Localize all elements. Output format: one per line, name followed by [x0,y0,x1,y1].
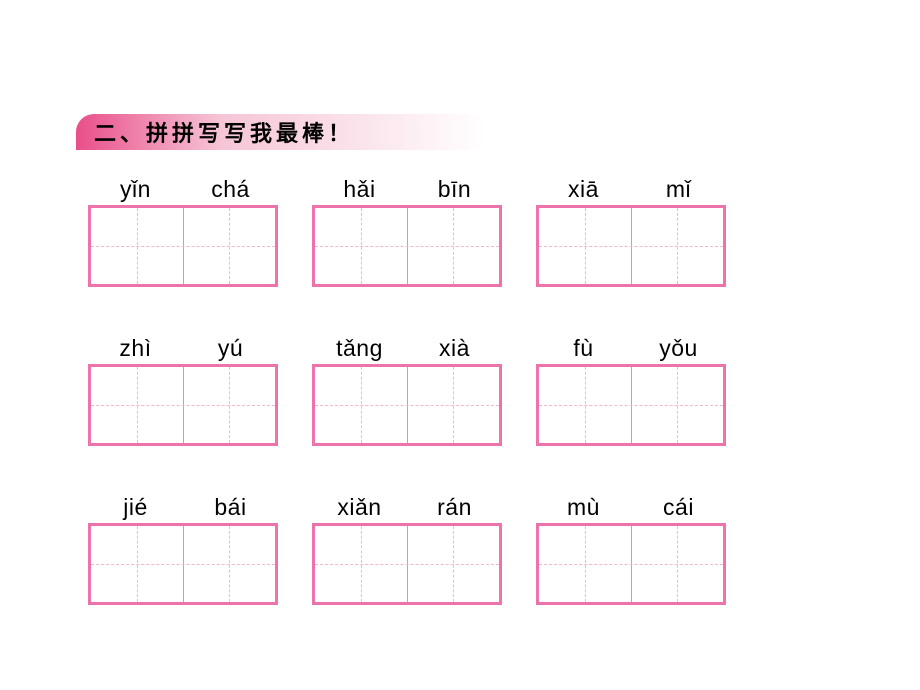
labels: xiā mǐ [536,176,726,203]
guide-v-q1 [137,367,138,443]
guide-v-q1 [585,208,586,284]
pinyin-right: mǐ [631,176,726,203]
guide-v-q1 [361,367,362,443]
guide-v-q3 [677,367,678,443]
labels: tǎng xià [312,335,502,362]
header-bar: 二、拼拼写写我最棒！ [76,114,486,150]
pinyin-right: xià [407,335,502,362]
pinyin-left: hǎi [312,176,407,203]
pinyin-right: chá [183,176,278,203]
item-0-1: hǎi bīn [312,176,502,287]
writing-box [312,523,502,605]
pinyin-left: xiā [536,176,631,203]
row-0: yǐn chá hǎi bīn [88,176,728,287]
labels: jié bái [88,494,278,521]
writing-box [312,205,502,287]
writing-box [312,364,502,446]
guide-h-mid [539,564,723,565]
row-2: jié bái xiǎn rán [88,494,728,605]
guide-v-q3 [229,208,230,284]
pinyin-left: zhì [88,335,183,362]
row-1: zhì yú tǎng xià [88,335,728,446]
practice-grid: yǐn chá hǎi bīn [88,176,728,605]
guide-v-q1 [137,208,138,284]
pinyin-left: xiǎn [312,494,407,521]
guide-h-mid [91,405,275,406]
guide-v-q3 [229,367,230,443]
pinyin-left: fù [536,335,631,362]
labels: mù cái [536,494,726,521]
pinyin-right: bái [183,494,278,521]
guide-h-mid [315,564,499,565]
pinyin-right: bīn [407,176,502,203]
labels: yǐn chá [88,176,278,203]
guide-v-q1 [361,526,362,602]
guide-v-q3 [453,526,454,602]
labels: zhì yú [88,335,278,362]
writing-box [536,205,726,287]
guide-h-mid [539,405,723,406]
guide-h-mid [315,246,499,247]
item-1-2: fù yǒu [536,335,726,446]
guide-v-q3 [677,208,678,284]
writing-box [536,364,726,446]
page-root: 二、拼拼写写我最棒！ yǐn chá hǎi bīn [0,0,920,690]
pinyin-left: jié [88,494,183,521]
pinyin-left: tǎng [312,335,407,362]
guide-h-mid [91,246,275,247]
writing-box [88,523,278,605]
guide-v-q3 [453,367,454,443]
item-0-0: yǐn chá [88,176,278,287]
labels: xiǎn rán [312,494,502,521]
pinyin-left: mù [536,494,631,521]
guide-v-q3 [229,526,230,602]
guide-v-q1 [585,367,586,443]
pinyin-right: cái [631,494,726,521]
guide-v-q3 [453,208,454,284]
item-2-1: xiǎn rán [312,494,502,605]
writing-box [88,364,278,446]
labels: hǎi bīn [312,176,502,203]
header-title: 二、拼拼写写我最棒！ [94,116,354,148]
pinyin-right: rán [407,494,502,521]
item-2-0: jié bái [88,494,278,605]
pinyin-right: yǒu [631,335,726,362]
guide-v-q1 [361,208,362,284]
item-1-0: zhì yú [88,335,278,446]
item-0-2: xiā mǐ [536,176,726,287]
guide-h-mid [539,246,723,247]
labels: fù yǒu [536,335,726,362]
item-1-1: tǎng xià [312,335,502,446]
guide-h-mid [91,564,275,565]
guide-v-q1 [585,526,586,602]
guide-v-q3 [677,526,678,602]
guide-v-q1 [137,526,138,602]
item-2-2: mù cái [536,494,726,605]
pinyin-right: yú [183,335,278,362]
writing-box [88,205,278,287]
writing-box [536,523,726,605]
guide-h-mid [315,405,499,406]
pinyin-left: yǐn [88,176,183,203]
